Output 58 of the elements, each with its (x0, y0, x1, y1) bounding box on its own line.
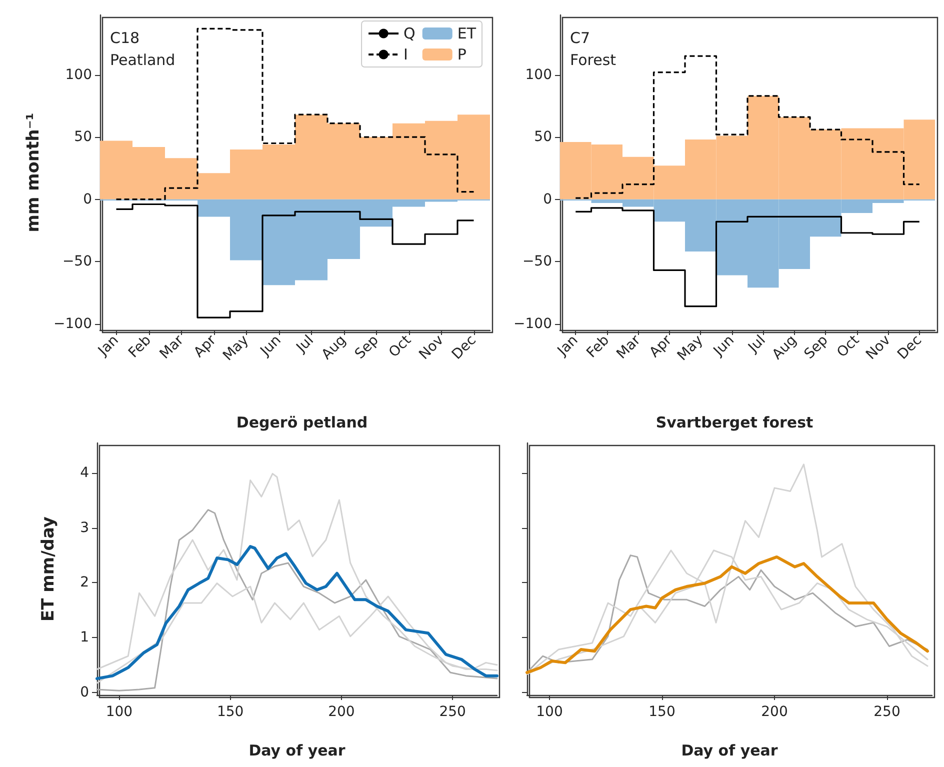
x-tick-label: 150 (648, 704, 676, 720)
x-tick-label: Jul (744, 332, 769, 356)
line-series (96, 545, 498, 680)
y-tick-label: 0 (80, 684, 89, 700)
y-tick-label: −50 (522, 254, 552, 270)
y-tick-label: 3 (80, 520, 89, 536)
legend-label: Q (404, 24, 416, 42)
chart-title: Svartberget forest (656, 414, 814, 432)
y-tick-label: 100 (525, 66, 552, 83)
y-tick-label: 0 (543, 191, 552, 208)
x-tick-label: Aug (769, 332, 800, 363)
x-tick-label: Apr (190, 332, 220, 361)
y-tick-label: 100 (65, 66, 92, 83)
x-axis-title: Day of year (681, 742, 778, 760)
x-tick-label: Nov (863, 332, 894, 363)
legend-label: ET (457, 24, 477, 42)
x-tick-label: Sep (352, 332, 382, 362)
chart-title: Degerö petland (236, 414, 368, 432)
x-tick-label: Dec (448, 332, 480, 363)
x-tick-label: 100 (106, 704, 133, 720)
x-tick-label: Nov (416, 332, 447, 363)
y-tick-label: −100 (514, 316, 552, 332)
x-tick-label: Jun (256, 332, 284, 360)
x-tick-label: Oct (834, 332, 863, 361)
y-tick-label: 2 (80, 574, 89, 591)
x-tick-label: Jul (292, 332, 317, 356)
x-tick-label: 250 (439, 704, 466, 720)
x-tick-label: 200 (761, 704, 788, 720)
x-tick-label: 150 (216, 704, 244, 720)
x-tick-label: Feb (584, 332, 613, 362)
x-tick-label: 250 (874, 704, 900, 720)
line-series (96, 509, 498, 692)
annotation: C18 Peatland (110, 29, 176, 69)
legend-label: I (404, 46, 408, 64)
x-tick-label: Feb (126, 332, 154, 362)
x-tick-label: Mar (614, 332, 644, 362)
y-tick-label: −50 (62, 254, 92, 270)
y-tick-label: 0 (83, 191, 92, 208)
y-tick-label: −100 (54, 316, 92, 332)
y-axis-title: ET mm/day (38, 516, 58, 622)
x-tick-label: Oct (386, 332, 415, 361)
y-tick-label: 50 (534, 129, 552, 146)
y-tick-label: 50 (74, 129, 92, 146)
x-tick-label: Jan (554, 332, 582, 360)
x-tick-label: Jun (710, 332, 738, 360)
x-tick-label: Apr (646, 332, 676, 361)
y-tick-label: 4 (80, 465, 90, 482)
x-tick-label: Aug (318, 332, 350, 363)
annotation: C7 Forest (570, 29, 616, 69)
x-tick-label: 200 (328, 704, 355, 720)
x-axis-title: Day of year (248, 742, 346, 760)
x-tick-label: Dec (894, 332, 926, 363)
y-axis-title: mm month⁻¹ (24, 112, 44, 232)
y-tick-label: 1 (80, 629, 89, 646)
x-tick-label: Jan (94, 332, 122, 360)
x-tick-label: Mar (156, 332, 188, 362)
x-tick-label: Sep (801, 332, 832, 362)
legend-label: P (457, 46, 466, 64)
